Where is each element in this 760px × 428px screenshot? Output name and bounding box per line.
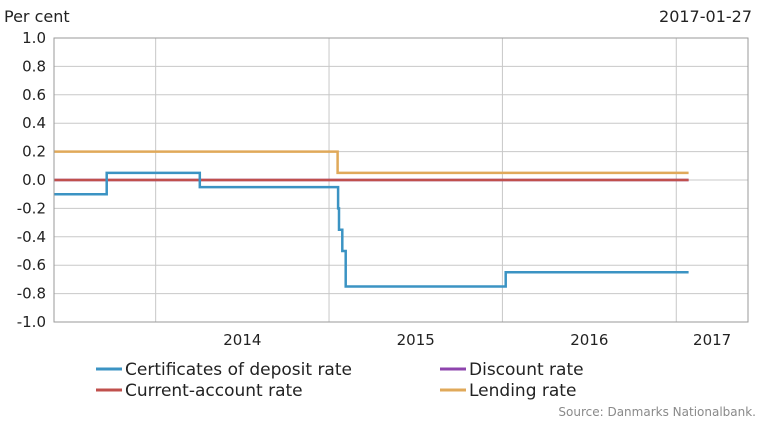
- y-tick-label: 0.4: [22, 114, 46, 132]
- y-axis-ticks: 1.0 0.8 0.6 0.4 0.2 0.0 -0.2 -0.4 -0.6 -0.8 -1.0: [17, 29, 46, 331]
- series-line-lending-rate: [54, 150, 689, 175]
- legend-label: Certificates of deposit rate: [125, 360, 352, 380]
- date-label: 2017-01-27: [659, 7, 752, 26]
- y-tick-label: 0.0: [22, 171, 46, 189]
- y-tick-label: 0.2: [22, 143, 46, 161]
- legend-label: Current-account rate: [125, 381, 303, 401]
- y-tick-label: -0.6: [17, 256, 46, 274]
- x-tick-label: 2017: [693, 331, 731, 349]
- legend-label: Lending rate: [469, 381, 576, 401]
- series-line-certificates-of-deposit-rate: [54, 171, 689, 288]
- y-tick-label: -0.2: [17, 199, 46, 217]
- x-tick-label: 2014: [223, 331, 261, 349]
- y-tick-label: -1.0: [17, 313, 46, 331]
- x-tick-label: 2015: [397, 331, 435, 349]
- legend-label: Discount rate: [469, 360, 584, 380]
- source-note: Source: Danmarks Nationalbank.: [558, 405, 756, 419]
- y-tick-label: 0.8: [22, 57, 46, 75]
- y-tick-label: 1.0: [22, 29, 46, 47]
- series-lines: [54, 150, 689, 288]
- x-axis-labels: 2014 2015 2016 2017: [223, 331, 731, 349]
- legend: Certificates of deposit rate Discount rat…: [96, 360, 584, 401]
- y-unit-label: Per cent: [4, 7, 70, 26]
- x-tick-label: 2016: [570, 331, 608, 349]
- y-tick-label: 0.6: [22, 86, 46, 104]
- y-tick-label: -0.4: [17, 228, 46, 246]
- plot-frame: [53, 37, 749, 323]
- y-tick-label: -0.8: [17, 285, 46, 303]
